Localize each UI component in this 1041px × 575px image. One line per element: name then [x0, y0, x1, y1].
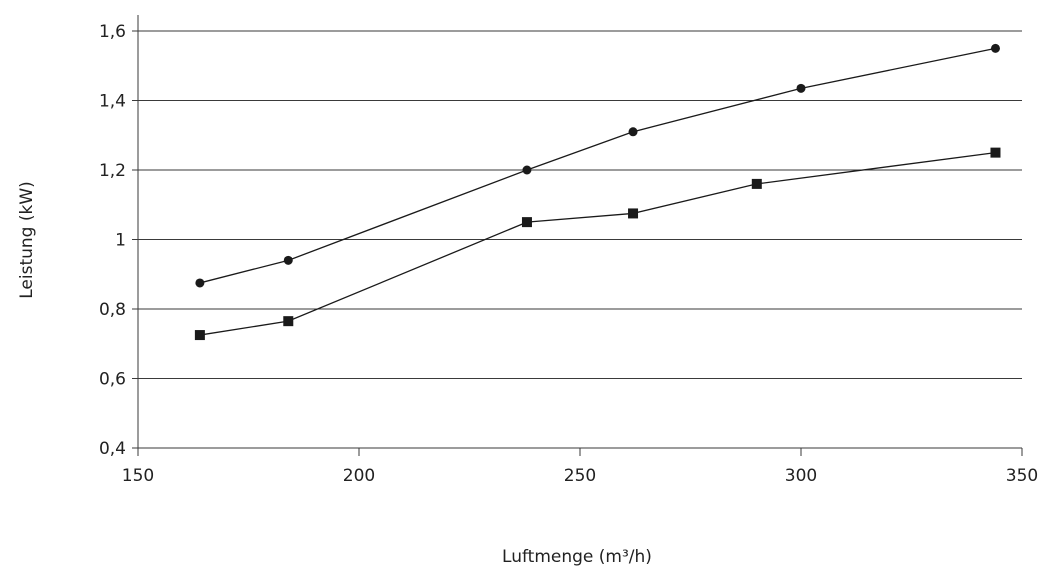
data-point	[283, 316, 294, 327]
x-axis-title: Luftmenge (m³/h)	[502, 547, 652, 567]
y-tick-label: 0,6	[99, 370, 126, 390]
data-point	[990, 43, 1000, 53]
series-1	[195, 43, 1000, 288]
data-point	[521, 217, 532, 228]
data-point	[628, 208, 639, 219]
y-tick-label: 1,4	[99, 92, 126, 112]
series-line	[199, 151, 996, 336]
y-tick-label: 0,4	[99, 439, 126, 459]
axes	[132, 15, 1023, 456]
x-tick-label: 200	[343, 466, 375, 486]
data-point	[195, 278, 205, 288]
x-tick-label: 300	[785, 466, 817, 486]
y-tick-label: 0,8	[99, 300, 126, 320]
data-point	[522, 165, 532, 175]
series-2	[194, 147, 1001, 341]
series-line	[199, 47, 996, 284]
data-point	[283, 255, 293, 265]
data-point	[990, 147, 1001, 158]
data-point	[796, 83, 806, 93]
y-tick-label: 1,2	[99, 161, 126, 181]
x-tick-label: 150	[122, 466, 154, 486]
data-point	[751, 178, 762, 189]
y-axis-title: Leistung (kW)	[17, 181, 37, 299]
x-tick-label: 350	[1006, 466, 1038, 486]
data-point	[628, 127, 638, 137]
grid-lines	[138, 30, 1022, 449]
y-tick-label: 1,6	[99, 22, 126, 42]
x-tick-label: 250	[564, 466, 596, 486]
data-point	[194, 330, 205, 341]
y-tick-label: 1	[115, 231, 126, 251]
tick-labels: 0,4 0,6 0,8 1 1,2 1,4 1,6 150 200 250 300 350	[99, 22, 1038, 486]
data-series	[194, 43, 1001, 341]
